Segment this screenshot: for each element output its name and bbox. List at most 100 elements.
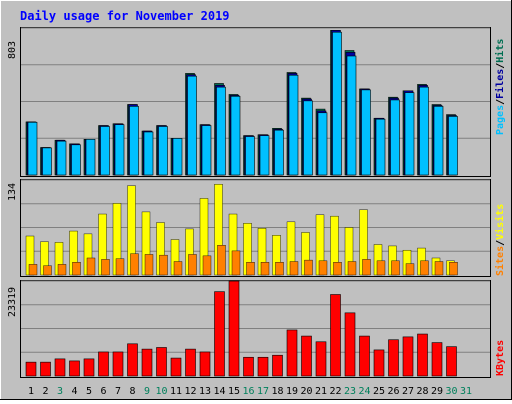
bar-pages <box>375 118 386 176</box>
x-tick-label: 24 <box>358 386 370 397</box>
panel-2-marks <box>21 179 490 276</box>
ylabel-sep3: / <box>495 240 506 246</box>
bar-kbytes <box>373 349 385 377</box>
bar-pages <box>216 86 226 176</box>
x-tick-label: 9 <box>144 386 150 397</box>
bar-kbytes <box>185 348 196 377</box>
bar-kbytes <box>40 361 51 377</box>
panel-3-marks <box>21 280 490 377</box>
x-tick-label: 20 <box>300 386 312 397</box>
bar-sites <box>333 262 342 276</box>
x-tick-label: 7 <box>115 386 121 397</box>
x-axis-labels: 1 2 3 4 5 6 7 8 9 10 11 12 13 14 15 16 17 18 19 20 21 22 23 24 2… <box>28 386 472 397</box>
ylabel-sep2: / <box>495 63 506 69</box>
bar-kbytes <box>69 360 80 377</box>
bar-sites <box>188 254 197 276</box>
bar-pages <box>245 136 255 176</box>
bar-pages <box>288 74 299 176</box>
bar-sites <box>362 259 371 276</box>
x-tick-label: 30 <box>445 386 457 397</box>
bar-pages <box>346 55 357 176</box>
bar-sites <box>130 253 139 276</box>
bar-kbytes <box>25 361 37 377</box>
bar-kbytes <box>243 356 254 377</box>
bar-pages <box>404 92 415 176</box>
bar-sites <box>246 262 255 276</box>
ymax-label-hits: 803 <box>7 41 18 59</box>
bar-sites <box>449 262 458 276</box>
ylabel-pages: Pages <box>495 105 506 135</box>
bar-sites <box>289 261 299 276</box>
x-tick-label: 12 <box>184 386 196 397</box>
x-tick-label: 26 <box>387 386 399 397</box>
bar-pages <box>71 144 81 176</box>
chart-title: Daily usage for November 2019 <box>20 9 230 23</box>
bar-kbytes <box>98 351 109 377</box>
bar-kbytes <box>417 333 428 377</box>
bar-kbytes <box>257 356 269 377</box>
bar-kbytes <box>199 351 211 377</box>
bar-pages <box>114 124 125 176</box>
bar-sites <box>318 260 328 276</box>
bar-sites <box>405 263 415 276</box>
bar-kbytes <box>214 291 225 377</box>
ylabel-visits-sites: Sites/Visits <box>494 204 506 276</box>
bar-kbytes <box>359 335 370 377</box>
x-tick-label: 22 <box>329 386 341 397</box>
x-tick-label: 21 <box>315 386 327 397</box>
bar-pages <box>27 121 38 176</box>
ylabel-files: Files <box>494 69 506 99</box>
x-tick-label: 13 <box>199 386 211 397</box>
bar-pages <box>433 106 444 176</box>
bar-pages <box>274 129 284 176</box>
bar-sites <box>202 255 212 276</box>
bar-sites <box>115 258 125 276</box>
x-tick-label: 2 <box>42 386 48 397</box>
x-tick-label: 28 <box>416 386 428 397</box>
x-tick-label: 1 <box>28 386 34 397</box>
ylabel-kbytes: KBytes <box>495 340 506 376</box>
bar-pages <box>317 112 328 176</box>
bar-sites <box>28 264 38 276</box>
bar-kbytes <box>83 358 95 377</box>
bar-sites <box>159 254 168 276</box>
bar-sites <box>86 257 96 276</box>
bar-kbytes <box>156 347 167 377</box>
x-tick-label: 25 <box>373 386 385 397</box>
bar-pages <box>361 89 371 176</box>
x-tick-label: 5 <box>86 386 92 397</box>
bar-kbytes <box>402 336 414 377</box>
x-tick-label: 11 <box>170 386 182 397</box>
bar-pages <box>158 126 168 176</box>
bar-sites <box>43 265 52 276</box>
x-tick-label: 3 <box>57 386 63 397</box>
bar-sites <box>173 261 183 276</box>
bar-sites <box>57 264 67 276</box>
x-tick-label: 29 <box>431 386 443 397</box>
x-tick-label: 8 <box>129 386 135 397</box>
bar-kbytes <box>431 342 443 377</box>
panel-1-marks <box>21 27 490 176</box>
ylabel-hits-files-pages: Pages/Files/Hits <box>494 39 506 135</box>
bar-kbytes <box>228 280 240 377</box>
bar-pages <box>56 140 67 176</box>
bar-pages <box>230 95 241 176</box>
ylabel-visits: Visits <box>494 204 506 240</box>
bar-pages <box>100 126 110 176</box>
x-tick-label: 10 <box>155 386 167 397</box>
bar-pages <box>143 131 154 176</box>
bar-pages <box>201 125 212 176</box>
bar-pages <box>85 139 96 176</box>
bar-sites <box>144 254 154 276</box>
bar-pages <box>172 138 183 176</box>
x-tick-label: 31 <box>460 386 472 397</box>
bar-sites <box>217 245 226 276</box>
ylabel-sites: Sites <box>494 246 506 276</box>
bar-pages <box>448 116 458 176</box>
x-tick-label: 18 <box>271 386 283 397</box>
x-tick-label: 27 <box>402 386 414 397</box>
bar-pages <box>419 86 429 176</box>
bar-pages <box>129 106 139 176</box>
bar-kbytes <box>141 348 153 377</box>
